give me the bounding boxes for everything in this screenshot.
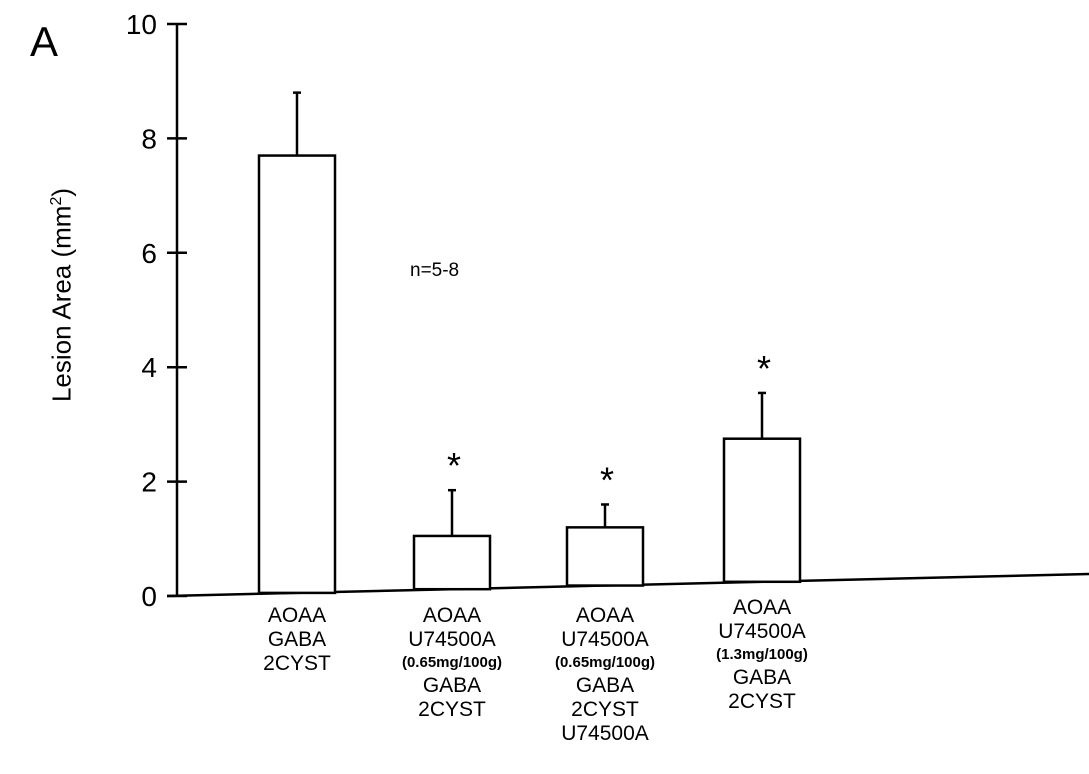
x-category-label-line: 2CYST: [263, 652, 331, 675]
x-category-label-line: 2CYST: [571, 698, 639, 721]
x-category-label-line: (1.3mg/100g): [716, 646, 808, 663]
bar: [565, 526, 645, 587]
y-tick-label: 10: [126, 9, 157, 40]
x-category-label-line: 2CYST: [728, 690, 796, 713]
sample-size-annotation: n=5-8: [410, 260, 460, 281]
y-tick-label: 2: [141, 467, 157, 498]
x-category-label-line: (0.65mg/100g): [554, 654, 656, 671]
x-category-label-line: 2CYST: [418, 698, 486, 721]
x-category-label-line: GABA: [422, 674, 482, 697]
x-category-label: AOAA U74500A (0.65mg/100g) GABA 2CYST U74500A: [505, 604, 705, 746]
x-category-label-line: U74500A: [561, 722, 649, 745]
x-category-label-line: AOAA: [575, 604, 635, 627]
significance-marker: *: [447, 445, 461, 486]
panel-label: A: [30, 18, 59, 65]
x-category-label-line: AOAA: [732, 596, 792, 619]
x-category-label-line: AOAA: [422, 604, 482, 627]
y-tick-label: 0: [141, 581, 157, 612]
x-category-label-line: U74500A: [718, 620, 806, 643]
x-category-label-line: AOAA: [267, 604, 327, 627]
y-tick-label: 6: [141, 238, 157, 269]
x-category-label-line: (0.65mg/100g): [401, 654, 503, 671]
bar: [257, 154, 337, 595]
x-category-label: AOAA U74500A (1.3mg/100g) GABA 2CYST: [662, 596, 862, 714]
x-category-label: AOAA U74500A (0.65mg/100g) GABA 2CYST: [352, 604, 552, 722]
x-category-label-line: GABA: [267, 628, 327, 651]
y-tick-label: 4: [141, 352, 157, 383]
significance-marker: *: [757, 348, 771, 389]
bar: [722, 437, 802, 584]
x-category-label-line: GABA: [575, 674, 635, 697]
x-category-label-line: GABA: [732, 666, 792, 689]
bar: [412, 534, 492, 591]
x-category-label-line: U74500A: [561, 628, 649, 651]
x-category-label-line: U74500A: [408, 628, 496, 651]
x-category-label: AOAA GABA 2CYST: [197, 604, 397, 676]
significance-marker: *: [600, 459, 614, 500]
y-tick-label: 8: [141, 123, 157, 154]
